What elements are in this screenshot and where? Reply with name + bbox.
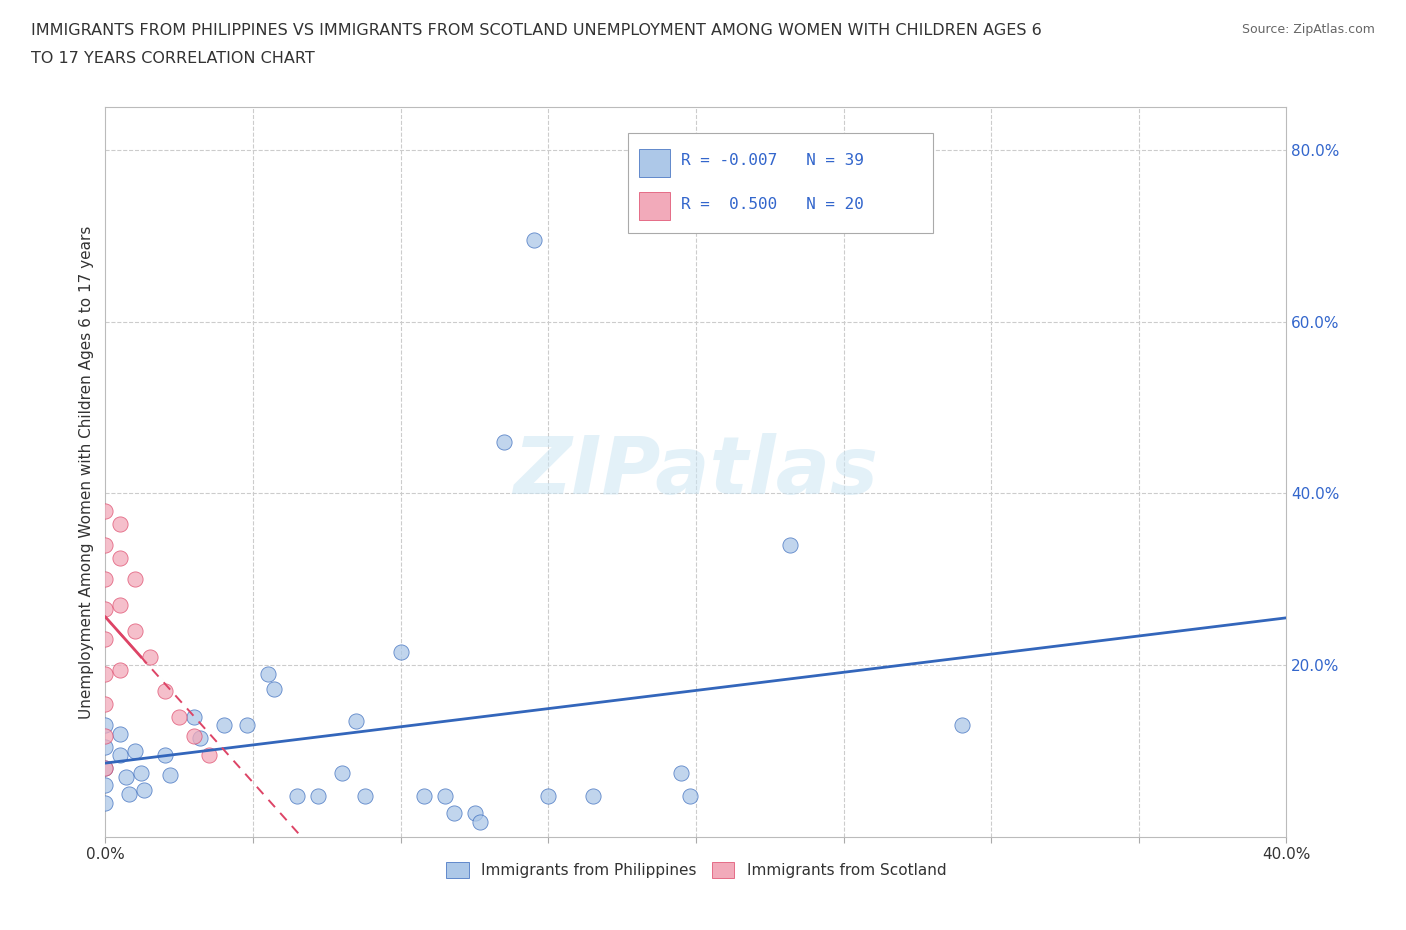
Point: [346, 713, 368, 728]
Point: [124, 623, 146, 638]
Point: [94, 761, 117, 776]
Point: [197, 748, 219, 763]
Point: [183, 728, 205, 743]
Point: [115, 769, 138, 784]
Point: [110, 551, 132, 565]
Point: [354, 789, 377, 804]
Point: [94, 761, 117, 776]
Point: [94, 667, 117, 682]
Text: R =  0.500   N = 20: R = 0.500 N = 20: [682, 196, 865, 212]
Point: [110, 598, 132, 613]
Point: [138, 649, 162, 664]
Text: ZIPatlas: ZIPatlas: [513, 433, 879, 511]
Point: [159, 768, 181, 783]
Point: [153, 748, 176, 763]
Point: [671, 765, 693, 780]
Point: [132, 782, 155, 797]
Point: [492, 434, 515, 449]
Point: [94, 778, 117, 793]
Point: [94, 602, 117, 617]
Point: [523, 232, 546, 247]
Point: [153, 684, 176, 698]
Point: [94, 795, 117, 810]
Point: [470, 814, 492, 829]
Point: [330, 765, 353, 780]
Text: Source: ZipAtlas.com: Source: ZipAtlas.com: [1241, 23, 1375, 36]
Text: TO 17 YEARS CORRELATION CHART: TO 17 YEARS CORRELATION CHART: [31, 51, 315, 66]
Point: [94, 572, 117, 587]
Point: [94, 538, 117, 552]
Point: [779, 538, 801, 552]
Point: [110, 726, 132, 741]
Point: [110, 516, 132, 531]
Point: [413, 789, 436, 804]
Point: [464, 805, 486, 820]
Point: [94, 728, 117, 743]
Text: R = -0.007   N = 39: R = -0.007 N = 39: [682, 153, 865, 168]
Point: [443, 805, 465, 820]
Point: [950, 718, 973, 733]
Point: [236, 718, 259, 733]
Point: [257, 667, 280, 682]
Point: [679, 789, 702, 804]
Point: [124, 744, 146, 759]
Point: [94, 503, 117, 518]
Y-axis label: Unemployment Among Women with Children Ages 6 to 17 years: Unemployment Among Women with Children A…: [79, 225, 94, 719]
Point: [94, 697, 117, 711]
Point: [263, 682, 285, 697]
Point: [169, 710, 191, 724]
Point: [110, 748, 132, 763]
Point: [94, 632, 117, 647]
Point: [94, 718, 117, 733]
Point: [582, 789, 605, 804]
Point: [212, 718, 235, 733]
Point: [287, 789, 309, 804]
Point: [129, 765, 152, 780]
Legend: Immigrants from Philippines, Immigrants from Scotland: Immigrants from Philippines, Immigrants …: [440, 856, 952, 884]
Point: [389, 644, 412, 659]
Point: [433, 789, 456, 804]
Point: [110, 662, 132, 677]
Point: [307, 789, 329, 804]
Point: [118, 787, 141, 802]
Point: [124, 572, 146, 587]
Point: [183, 710, 205, 724]
Point: [188, 731, 211, 746]
Point: [537, 789, 560, 804]
Text: IMMIGRANTS FROM PHILIPPINES VS IMMIGRANTS FROM SCOTLAND UNEMPLOYMENT AMONG WOMEN: IMMIGRANTS FROM PHILIPPINES VS IMMIGRANT…: [31, 23, 1042, 38]
Point: [94, 739, 117, 754]
